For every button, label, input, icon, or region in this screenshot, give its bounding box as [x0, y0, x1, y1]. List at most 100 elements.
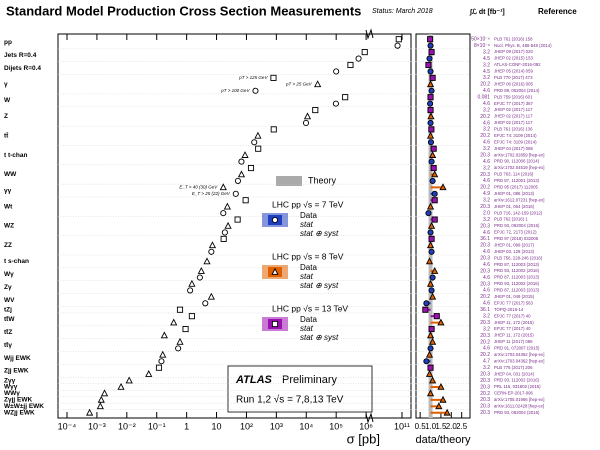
data-point — [271, 216, 279, 224]
data-point — [175, 345, 182, 352]
luminosity: 3.2 — [483, 165, 490, 171]
data-point — [303, 112, 312, 120]
reference: arXiv:1705.01966 [hep-ex] — [494, 397, 544, 402]
data-point — [251, 139, 258, 146]
reference: JHEP 09 (2017) 020 — [494, 49, 533, 54]
chart-title: Standard Model Production Cross Section … — [6, 3, 361, 18]
data-point — [429, 151, 437, 158]
data-point — [170, 318, 178, 326]
reference: PLB 761 (2016) 136 — [494, 127, 533, 132]
reference: TOPQ-2016-14 — [494, 307, 524, 312]
luminosity: 20.3 — [480, 152, 490, 158]
reference: PRL 115, 031802 (2015) — [494, 384, 541, 389]
ratio-tick-label: 2.0 — [446, 422, 458, 431]
data-point — [355, 55, 362, 62]
reference: JHEP 05 (2014) 059 — [494, 69, 533, 74]
legend-item: Data — [300, 315, 317, 324]
data-point — [428, 248, 435, 255]
x-tick-label: 10³ — [270, 421, 283, 431]
data-point — [425, 350, 434, 358]
luminosity: 20.3 — [480, 223, 490, 229]
theory-legend: Theory — [308, 175, 337, 185]
data-point — [202, 300, 209, 307]
reference: PRD 91, 072007 (2015) — [494, 346, 540, 351]
reference: PRD 87, 112003 (2013) — [494, 288, 540, 293]
data-point — [158, 358, 165, 365]
data-point — [221, 229, 228, 236]
process-label: Wγγ — [4, 384, 18, 391]
x-tick-label: 10 — [212, 421, 222, 431]
data-point — [427, 229, 434, 236]
data-point — [428, 287, 435, 294]
reference: PLB 770 (2017) 473 — [494, 75, 533, 80]
luminosity: 4.6 — [483, 249, 490, 255]
data-point — [242, 197, 249, 204]
x-tick-label: 10⁻² — [118, 421, 136, 431]
data-point — [423, 358, 430, 365]
data-point — [430, 145, 437, 152]
data-point — [125, 376, 133, 384]
data-point — [431, 266, 439, 274]
reference: PRD 87, 112001 (2013) — [494, 178, 540, 183]
data-point — [333, 68, 340, 75]
process-label: tt̄W — [4, 315, 15, 324]
reference: EPJC 77 (2017) 40 — [494, 313, 531, 318]
luminosity: 3.2 — [483, 107, 490, 113]
luminosity: 4.6 — [483, 230, 490, 236]
ratio-tick-label: 1.0 — [425, 422, 437, 431]
data-point — [426, 241, 435, 249]
x-tick-label: 10⁻⁴ — [58, 421, 77, 431]
reference: EPJC 74: 3109 (2014) — [494, 139, 537, 144]
ratio-tick-label: 0.5 — [415, 422, 427, 431]
data-point — [220, 210, 227, 217]
luminosity: 3.2 — [483, 217, 490, 223]
data-point — [145, 370, 153, 377]
luminosity: 3.2 — [483, 127, 490, 133]
luminosity: 4.7 — [483, 359, 490, 365]
reference: JHEP 02 (2017) 117 — [494, 107, 533, 112]
legend-item: stat ⊕ syst — [300, 281, 339, 290]
luminosity: 20.3 — [480, 384, 490, 390]
data-point — [255, 145, 262, 152]
reference: PRD 89, 052004 (2014) — [494, 88, 540, 93]
reference: PLB 716, 142-159 (2012) — [494, 210, 543, 215]
data-point — [220, 235, 227, 242]
legend-item: stat — [300, 220, 314, 229]
data-point — [247, 164, 255, 172]
reference: JHEP 01, 064 (2016) — [494, 204, 535, 209]
luminosity: 20.3 — [480, 410, 490, 416]
process-label: pp — [4, 39, 12, 46]
luminosity: 20.3 — [480, 204, 490, 210]
status: Status: March 2018 — [372, 8, 433, 15]
data-point — [443, 408, 451, 416]
data-point — [219, 183, 227, 191]
data-point — [332, 100, 339, 107]
data-point — [437, 382, 445, 390]
data-point — [429, 337, 437, 345]
x-axis-label: σ [pb] — [347, 431, 380, 446]
process-label: W — [4, 97, 11, 104]
luminosity: 20.2 — [480, 339, 490, 345]
reference: PLB 761 (2016) 158 — [494, 36, 533, 41]
data-point — [426, 331, 435, 339]
data-point — [428, 126, 435, 133]
data-point — [361, 49, 368, 56]
x-tick-label: 10¹¹ — [394, 421, 410, 431]
reference: JHEP 01, 049 (2015) — [494, 294, 535, 299]
data-point — [203, 257, 211, 265]
luminosity: 36.1 — [480, 307, 490, 313]
data-point — [439, 183, 447, 191]
data-point — [429, 376, 437, 384]
data-point — [232, 190, 239, 197]
luminosity: 4.6 — [483, 301, 490, 307]
luminosity: 8×10⁻⁸ — [474, 43, 490, 49]
data-point — [97, 395, 105, 403]
data-point — [428, 49, 435, 56]
data-point — [347, 61, 354, 69]
data-point — [427, 345, 434, 352]
reference: PRD 90, 112006 (2014) — [494, 159, 540, 164]
data-point — [428, 87, 435, 94]
luminosity: 2.0 — [483, 210, 490, 216]
data-point — [437, 318, 445, 326]
data-point — [427, 112, 435, 120]
